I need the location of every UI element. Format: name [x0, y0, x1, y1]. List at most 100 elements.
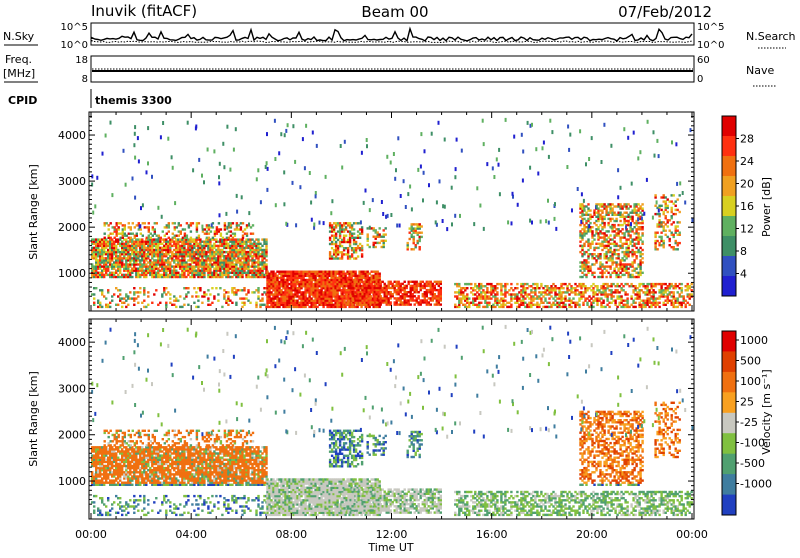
- power-cell: [639, 268, 641, 270]
- power-cell: [246, 233, 248, 235]
- power-cell: [600, 297, 602, 299]
- power-cell: [335, 241, 337, 243]
- power-cell: [583, 234, 585, 236]
- power-cell: [239, 253, 241, 255]
- power-cell: [123, 297, 125, 299]
- power-cell: [329, 222, 331, 224]
- power-cell: [290, 291, 292, 293]
- power-cell: [379, 242, 381, 244]
- power-cell: [626, 283, 628, 285]
- power-cell: [361, 299, 363, 301]
- power-cell: [470, 291, 472, 293]
- power-cell: [101, 272, 103, 274]
- power-cell: [379, 273, 381, 275]
- power-cell: [124, 224, 126, 226]
- power-cell: [357, 230, 359, 232]
- power-cell: [677, 297, 679, 299]
- power-cell: [357, 289, 359, 291]
- power-cell: [133, 293, 135, 295]
- power-cell: [139, 291, 141, 293]
- power-cell: [689, 297, 691, 299]
- power-cell: [638, 285, 640, 287]
- power-cell: [617, 249, 619, 251]
- power-cell: [665, 283, 667, 285]
- power-cell: [95, 287, 97, 289]
- power-cell: [434, 293, 436, 295]
- power-cell: [683, 295, 685, 297]
- power-cell: [631, 218, 633, 220]
- power-cell: [602, 300, 604, 302]
- power-cell: [187, 287, 189, 289]
- power-cell: [631, 265, 633, 267]
- power-cell: [583, 245, 585, 247]
- power-cell: [677, 300, 679, 302]
- power-cell: [406, 287, 408, 289]
- power-cell: [357, 287, 359, 289]
- power-cell: [637, 203, 639, 205]
- power-cell: [392, 295, 394, 297]
- power-cell: [242, 237, 244, 239]
- power-cell: [630, 297, 632, 299]
- power-cell: [259, 306, 261, 308]
- power-cell: [199, 289, 201, 291]
- power-cell: [654, 234, 656, 236]
- power-cell: [633, 259, 635, 261]
- power-cell: [242, 230, 244, 232]
- power-cell: [135, 249, 137, 251]
- power-cell: [335, 233, 337, 235]
- power-cell: [386, 295, 388, 297]
- power-cell: [603, 226, 605, 228]
- power-cell: [585, 212, 587, 214]
- power-cell: [404, 289, 406, 291]
- power-cell: [454, 304, 456, 306]
- power-cell: [652, 293, 654, 295]
- power-cell: [639, 265, 641, 267]
- freq-unit: [MHz]: [3, 67, 35, 80]
- power-cell: [639, 274, 641, 276]
- nsearch-label: N.Search: [746, 30, 796, 43]
- power-cell: [611, 218, 613, 220]
- power-cell: [179, 268, 181, 270]
- power-cell: [641, 234, 643, 236]
- power-cell: [239, 238, 241, 240]
- power-cell: [179, 306, 181, 308]
- power-cell: [601, 220, 603, 222]
- power-cell: [637, 249, 639, 251]
- power-cell: [344, 306, 346, 308]
- power-cell: [174, 237, 176, 239]
- power-cell: [370, 297, 372, 299]
- power-cell: [300, 275, 302, 277]
- power-cell: [654, 194, 656, 196]
- power-cell: [257, 241, 259, 243]
- power-cell: [597, 228, 599, 230]
- power-cell: [129, 274, 131, 276]
- power-cell: [420, 299, 422, 301]
- power-cell: [110, 237, 112, 239]
- power-cell: [611, 203, 613, 205]
- power-cell: [613, 251, 615, 253]
- power-cell: [421, 236, 423, 238]
- power-cell: [300, 306, 302, 308]
- power-cell: [119, 289, 121, 291]
- power-cell: [103, 249, 105, 251]
- power-cell: [504, 300, 506, 302]
- power-cell: [631, 216, 633, 218]
- power-cell: [416, 289, 418, 291]
- power-cell: [300, 277, 302, 279]
- power-cell: [583, 243, 585, 245]
- power-cell: [137, 302, 139, 304]
- power-cell: [367, 244, 369, 246]
- power-cell: [629, 205, 631, 207]
- power-cell: [253, 291, 255, 293]
- power-cell: [121, 297, 123, 299]
- power-cell: [414, 303, 416, 305]
- power-cell: [329, 253, 331, 255]
- power-cell: [418, 297, 420, 299]
- power-cell: [148, 228, 150, 230]
- power-cell: [626, 302, 628, 304]
- power-cell: [639, 205, 641, 207]
- power-cell: [357, 295, 359, 297]
- power-cell: [462, 291, 464, 293]
- power-cell: [177, 272, 179, 274]
